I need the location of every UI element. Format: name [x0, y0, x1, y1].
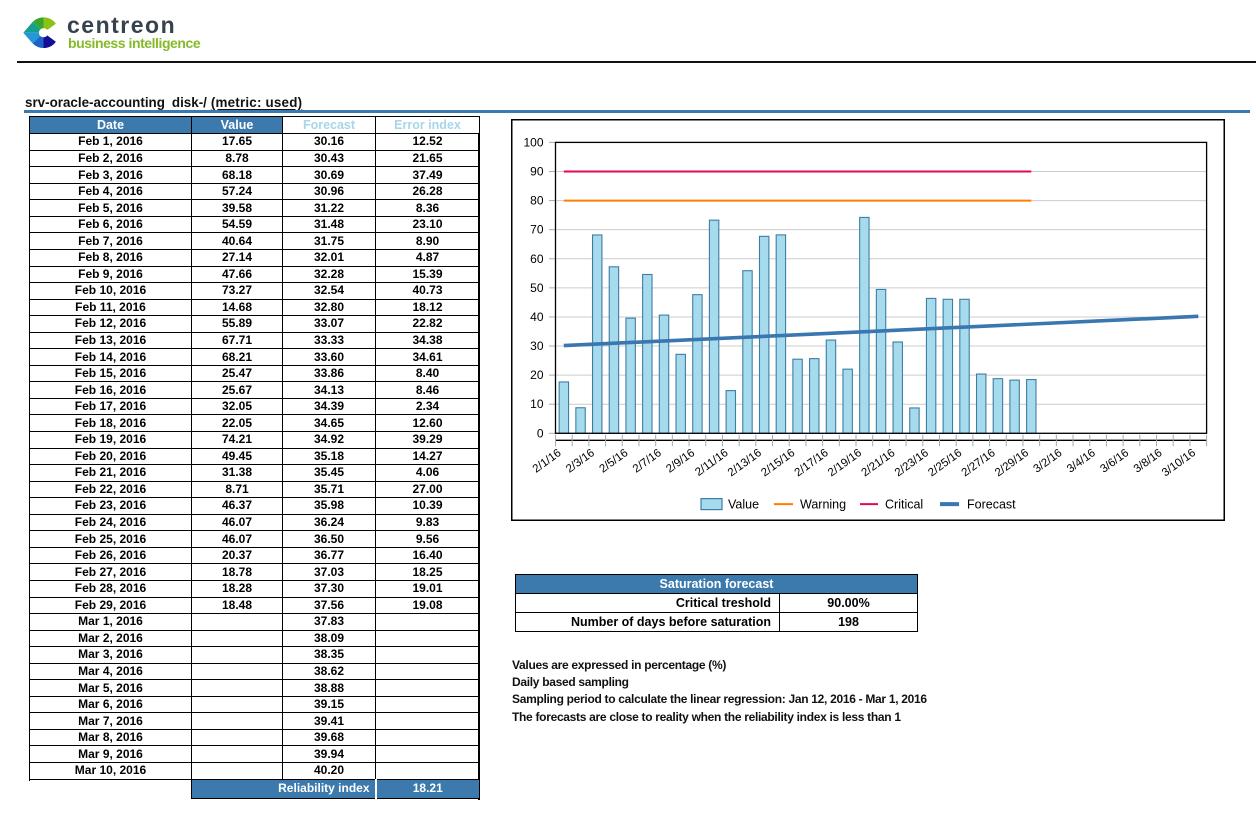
svg-text:Forecast: Forecast	[967, 498, 1016, 512]
svg-text:10: 10	[530, 397, 544, 411]
svg-text:0: 0	[537, 426, 544, 440]
svg-text:Critical: Critical	[885, 498, 923, 512]
svg-text:100: 100	[523, 135, 543, 149]
svg-text:Warning: Warning	[800, 498, 846, 512]
svg-text:30: 30	[530, 339, 544, 353]
svg-text:70: 70	[530, 223, 544, 237]
svg-text:20: 20	[530, 368, 544, 382]
svg-text:40: 40	[530, 310, 544, 324]
svg-text:60: 60	[530, 252, 544, 266]
svg-text:90: 90	[530, 164, 544, 178]
svg-text:Value: Value	[728, 498, 759, 512]
svg-text:50: 50	[530, 281, 544, 295]
svg-text:80: 80	[530, 194, 544, 208]
